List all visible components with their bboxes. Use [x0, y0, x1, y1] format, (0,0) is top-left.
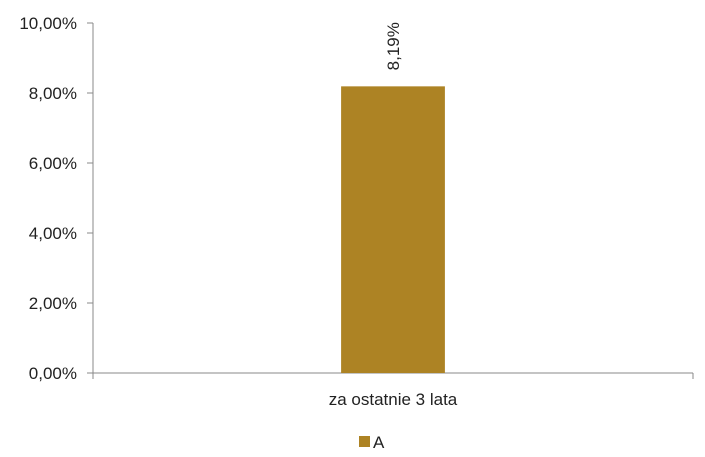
- y-tick-label: 4,00%: [29, 224, 77, 243]
- legend: A: [359, 433, 385, 452]
- legend-label: A: [373, 433, 385, 452]
- x-category-label: za ostatnie 3 lata: [329, 390, 458, 409]
- bar-data-label: 8,19%: [384, 22, 403, 70]
- y-tick-label: 10,00%: [19, 14, 77, 33]
- y-tick-label: 0,00%: [29, 364, 77, 383]
- bars: [341, 86, 445, 373]
- legend-swatch: [359, 436, 370, 447]
- data-labels: 8,19%: [384, 22, 403, 70]
- y-tick-label: 2,00%: [29, 294, 77, 313]
- y-tick-label: 8,00%: [29, 84, 77, 103]
- x-axis: za ostatnie 3 lata: [92, 372, 694, 409]
- y-tick-label: 6,00%: [29, 154, 77, 173]
- y-axis: 0,00% 2,00% 4,00% 6,00% 8,00% 10,00%: [19, 14, 94, 383]
- bar: [341, 86, 445, 373]
